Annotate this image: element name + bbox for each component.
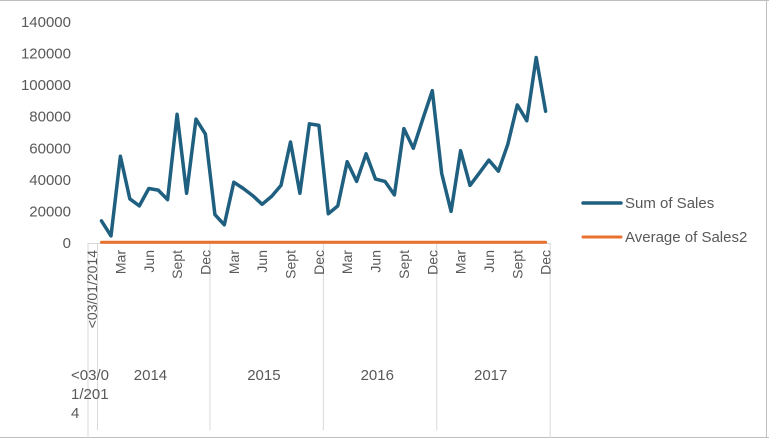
x-tick-label-month: Mar [112, 250, 128, 274]
x-tick-label-month: Sept [509, 250, 525, 279]
x-tick-label-first: <03/01/2014 [84, 250, 100, 328]
x-group-label-year: 2015 [247, 367, 280, 384]
x-group-label-first: 1/201 [71, 386, 109, 403]
legend-label: Sum of Sales [625, 195, 714, 212]
y-tick-label: 140000 [21, 14, 71, 31]
x-group-label-first: <03/0 [71, 367, 109, 384]
y-tick-label: 120000 [21, 46, 71, 63]
y-tick-label: 40000 [29, 172, 71, 189]
x-group-label-year: 2016 [361, 367, 394, 384]
x-tick-label-month: Dec [197, 250, 213, 275]
x-axis: <03/01/2014 Mar Jun Sept Dec Mar Jun Sept Dec Mar… [71, 243, 554, 422]
y-tick-label: 60000 [29, 140, 71, 157]
x-tick-label-month: Dec [424, 250, 440, 275]
x-tick-label-month: Dec [538, 250, 554, 275]
sales-series-line [99, 55, 548, 238]
y-tick-label: 80000 [29, 109, 71, 126]
plot-series [99, 55, 548, 244]
x-tick-label-month: Dec [311, 250, 327, 275]
x-tick-label-month: Mar [453, 250, 469, 274]
x-group-label-first: 4 [71, 405, 79, 422]
x-tick-label-month: Sept [169, 250, 185, 279]
x-tick-label-month: Sept [283, 250, 299, 279]
x-tick-label-month: Jun [141, 250, 157, 273]
y-tick-label: 20000 [29, 203, 71, 220]
y-tick-label: 0 [63, 235, 71, 252]
y-tick-label: 100000 [21, 77, 71, 94]
legend: Sum of Sales Average of Sales2 [581, 195, 747, 246]
category-dividers [87, 243, 551, 438]
x-group-label-year: 2017 [474, 367, 507, 384]
y-axis: 0 20000 40000 60000 80000 100000 120000 140000 [21, 14, 71, 252]
legend-item: Sum of Sales [581, 195, 714, 212]
x-tick-label-month: Jun [254, 250, 270, 273]
legend-label: Average of Sales2 [625, 229, 747, 246]
x-tick-label-month: Sept [396, 250, 412, 279]
x-tick-label-month: Jun [368, 250, 384, 273]
x-tick-label-month: Mar [226, 250, 242, 274]
legend-item: Average of Sales2 [581, 229, 747, 246]
x-tick-label-month: Jun [481, 250, 497, 273]
x-tick-label-month: Mar [339, 250, 355, 274]
x-group-label-year: 2014 [134, 367, 167, 384]
